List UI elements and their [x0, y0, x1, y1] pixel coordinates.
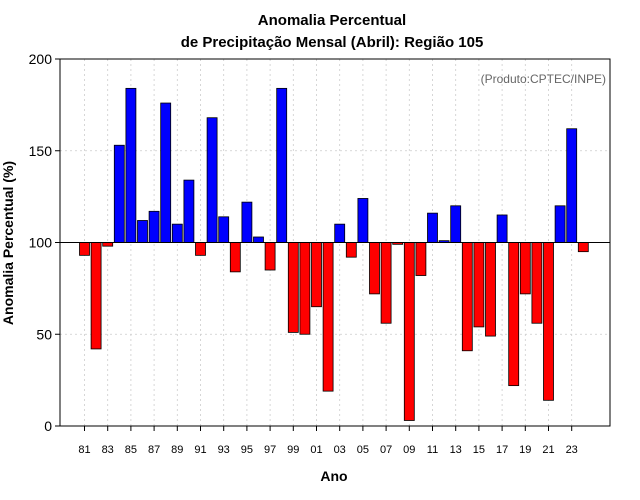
- bar-06: [369, 242, 380, 295]
- bar-07: [380, 242, 392, 324]
- bar-95: [241, 201, 253, 243]
- x-tick-label: 81: [78, 444, 90, 456]
- bar-series: [79, 87, 589, 421]
- x-tick-label: 95: [241, 444, 253, 456]
- bar-23: [566, 128, 578, 243]
- bar-01: [311, 242, 322, 308]
- bar-96: [253, 236, 264, 243]
- x-tick-label: 91: [194, 444, 206, 456]
- x-tick-label: 09: [403, 444, 415, 456]
- chart-title-line2: de Precipitação Mensal (Abril): Região 1…: [181, 34, 484, 51]
- x-tick-label: 11: [427, 444, 438, 456]
- x-tick-label: 21: [542, 444, 554, 456]
- bar-87: [148, 210, 160, 243]
- source-note: (Produto:CPTEC/INPE): [481, 72, 606, 86]
- x-tick-label: 17: [496, 444, 508, 456]
- bar-18: [508, 242, 520, 387]
- bar-82: [90, 242, 102, 350]
- y-tick-label: 200: [29, 51, 53, 67]
- bar-86: [137, 220, 148, 243]
- x-tick-label: 19: [519, 444, 531, 456]
- bar-93: [218, 216, 230, 243]
- bar-09: [403, 242, 415, 421]
- bar-97: [264, 242, 276, 271]
- bar-89: [171, 223, 183, 243]
- bar-84: [113, 144, 125, 243]
- x-tick-label: 15: [473, 444, 485, 456]
- bar-10: [415, 242, 427, 276]
- bar-20: [531, 242, 543, 324]
- bar-04: [345, 242, 357, 258]
- chart-title-line1: Anomalia Percentual: [258, 12, 406, 29]
- bar-21: [543, 242, 554, 401]
- bar-14: [461, 242, 473, 352]
- bar-11: [427, 212, 438, 243]
- bar-03: [334, 223, 346, 243]
- bar-90: [183, 179, 195, 243]
- y-tick-label: 100: [29, 235, 53, 251]
- bar-81: [79, 242, 90, 256]
- bar-15: [473, 242, 485, 328]
- x-tick-label: 93: [218, 444, 230, 456]
- x-tick-label: 97: [264, 444, 276, 456]
- x-tick-label: 07: [380, 444, 392, 456]
- x-tick-label: 23: [566, 444, 578, 456]
- bar-99: [287, 242, 299, 333]
- y-axis-label: Anomalia Percentual (%): [0, 161, 16, 325]
- x-tick-label: 13: [450, 444, 462, 456]
- x-tick-label: 89: [171, 444, 183, 456]
- x-axis: 81 83 85 87 89 91 93 95 97 99 01 03 05 07 09 11 13 15 17 19…: [78, 426, 578, 456]
- bar-02: [322, 242, 334, 392]
- bar-83: [102, 242, 114, 247]
- x-axis-label: Ano: [320, 468, 347, 484]
- y-axis: 0 50 100 150 200: [29, 51, 60, 434]
- x-tick-label: 03: [334, 444, 346, 456]
- y-tick-label: 150: [29, 143, 53, 159]
- x-tick-label: 05: [357, 444, 369, 456]
- bar-94: [229, 242, 241, 273]
- bar-00: [299, 242, 311, 335]
- y-tick-label: 50: [36, 326, 52, 342]
- x-tick-label: 01: [310, 444, 322, 456]
- bar-92: [206, 117, 218, 243]
- bar-91: [195, 242, 206, 256]
- y-tick-label: 0: [44, 418, 52, 434]
- bar-19: [519, 242, 531, 295]
- bar-85: [125, 87, 137, 243]
- x-tick-label: 87: [148, 444, 160, 456]
- bar-88: [160, 102, 172, 243]
- bar-05: [357, 198, 369, 243]
- bar-16: [485, 242, 496, 337]
- bar-22: [554, 205, 566, 243]
- x-tick-label: 83: [102, 444, 114, 456]
- bar-98: [276, 87, 288, 243]
- bar-17: [496, 214, 508, 243]
- bar-24: [577, 242, 589, 253]
- bar-13: [450, 205, 462, 243]
- x-tick-label: 85: [125, 444, 137, 456]
- x-tick-label: 99: [287, 444, 299, 456]
